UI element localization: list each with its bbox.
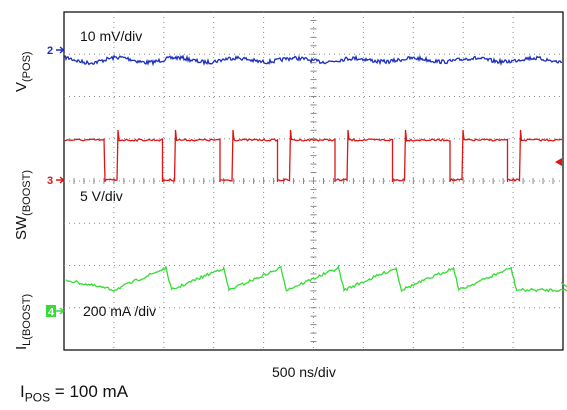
marker-ch4: 4 [48,307,55,319]
timebase-label: 500 ns/div [272,364,336,380]
scale-ch3: 5 V/div [80,188,123,204]
trace-ch3 [64,129,563,183]
channel-markers: 2 3 4 [46,45,562,319]
traces [64,54,567,293]
trigger-level-icon [555,158,562,166]
y-label-ch3: SW(BOOST) [13,169,33,240]
marker-ch2: 2 [47,45,53,57]
marker-arrow-ch3 [56,176,65,184]
y-label-ch4: IL(BOOST) [13,293,33,350]
marker-arrow-ch4 [56,307,65,315]
scale-ch2: 10 mV/div [80,28,143,44]
trace-ch2 [64,54,563,67]
marker-box-ch4 [46,305,56,317]
trace-ch4 [65,264,567,293]
y-label-ch2: V(POS) [13,51,33,92]
scale-ch4: 200 mA /div [83,303,157,319]
grid [64,12,563,350]
marker-arrow-ch2 [56,46,65,54]
marker-ch3: 3 [47,175,53,187]
footnote: IPOS = 100 mA [20,382,129,405]
